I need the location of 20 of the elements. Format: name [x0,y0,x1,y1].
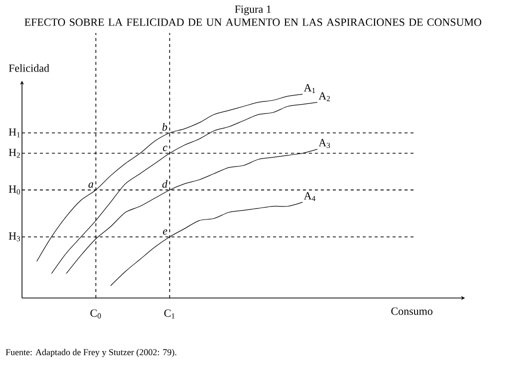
series-label: A$_{1}$ [304,84,316,93]
annotation: a [88,182,94,188]
series-label: A$_{3}$ [318,139,330,148]
annotation: c [162,146,168,152]
x-tick-label: C$_{1}$ [164,309,175,318]
annotation: e [162,229,168,235]
ref-line-label: H$_{1}$ [8,128,20,138]
x-axis-title: Consumo [391,308,432,315]
x-tick-label: C$_{0}$ [90,309,101,318]
y-axis-title: Felicidad [8,64,50,72]
ref-line-label: H$_{2}$ [8,148,20,158]
annotation: b [162,122,168,131]
ref-line-label: H$_{0}$ [8,186,20,194]
annotation: d [162,180,168,188]
series-label: A$_{2}$ [318,92,330,102]
series-label: A$_{4}$ [304,192,316,201]
chart-title: Figura 1 [234,6,271,16]
chart-subtitle: EFECTO SOBRE LA FELICIDAD DE UN AUMENTO EN LAS ASPIRACIONES DE CONSUMO [24,18,482,26]
ref-line-label: H$_{3}$ [8,232,20,242]
source-note: Fuente: Adaptado de Frey y Stutzer (2002: 79). [6,348,176,358]
